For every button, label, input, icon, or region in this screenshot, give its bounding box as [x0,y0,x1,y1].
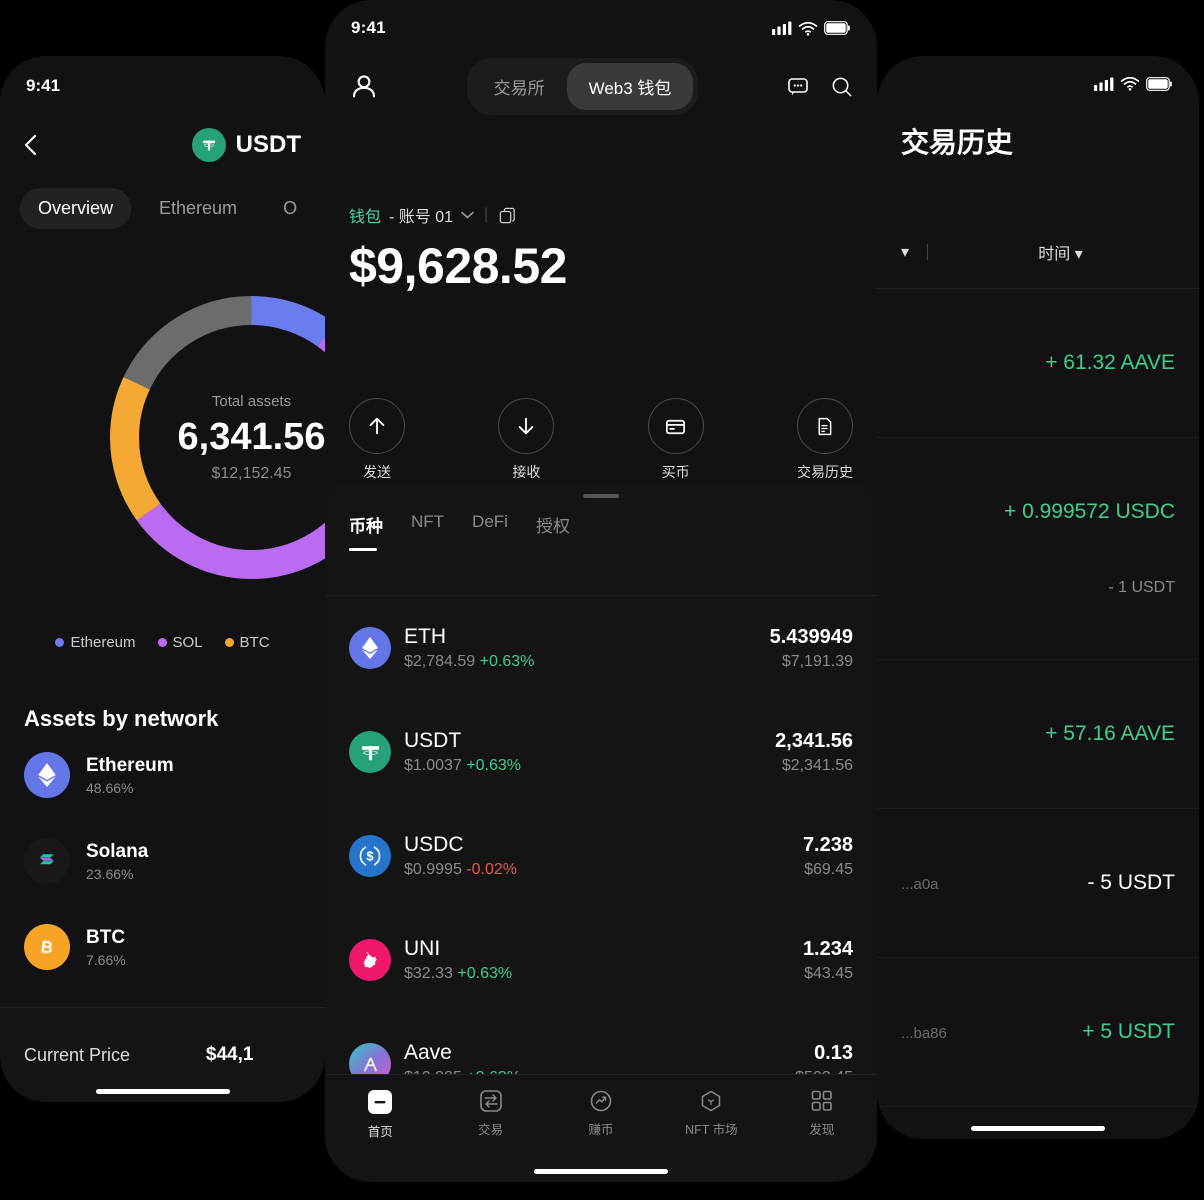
svg-text:B: B [40,938,54,957]
svg-text:$: $ [366,849,374,864]
